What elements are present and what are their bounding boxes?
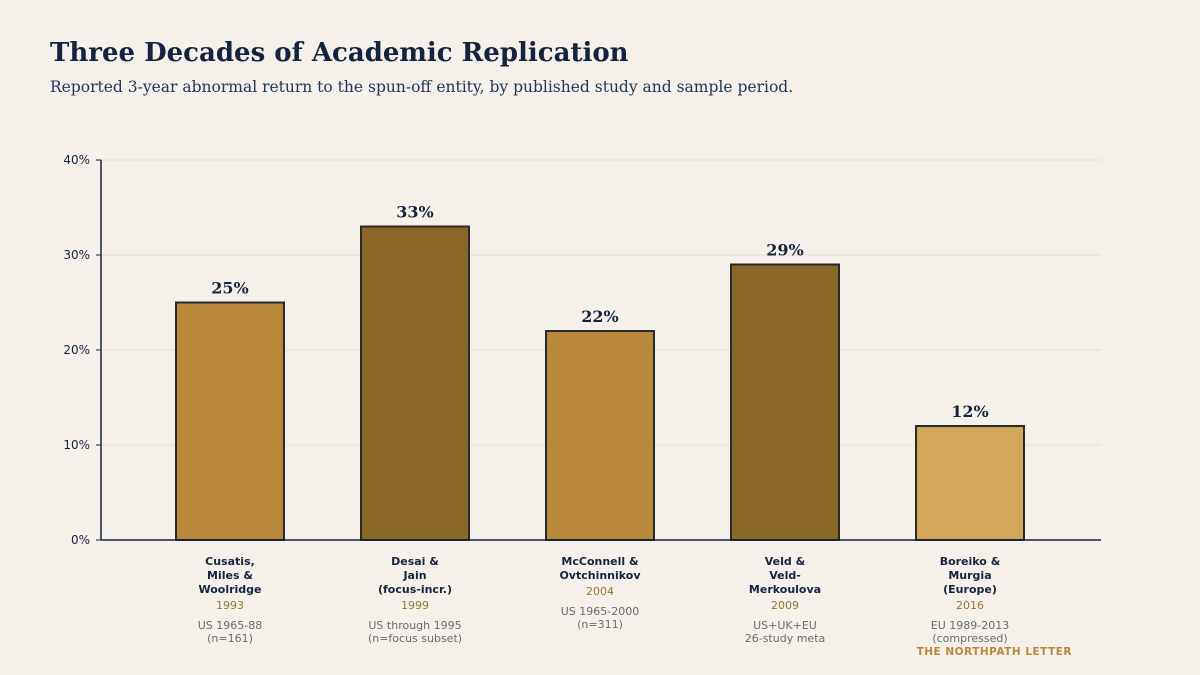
category-label: McConnell & Ovtchinnikov 2004 US 1965-2000…	[510, 555, 690, 631]
sample-period: US+UK+EU 26-study meta	[744, 619, 826, 645]
bar	[175, 301, 285, 541]
brand-label: THE NORTHPATH LETTER	[916, 646, 1072, 658]
sample-period: US through 1995 (n=focus subset)	[367, 619, 463, 645]
bar-value-label: 25%	[211, 279, 248, 298]
chart-subtitle: Reported 3-year abnormal return to the s…	[50, 78, 794, 96]
y-tick-label: 30%	[63, 248, 90, 262]
study-name: Veld & Veld- Merkoulova	[748, 555, 822, 596]
bar-value-label: 29%	[766, 241, 803, 260]
category-label: Desai & Jain (focus-incr.) 1999 US through…	[325, 555, 505, 645]
y-tick-label: 40%	[63, 153, 90, 167]
sample-period: US 1965-88 (n=161)	[197, 619, 263, 645]
study-name: Boreiko & Murgia (Europe)	[939, 555, 1001, 596]
study-name: Desai & Jain (focus-incr.)	[377, 555, 453, 596]
study-name: Cusatis, Miles & Woolridge	[198, 555, 262, 596]
category-label: Veld & Veld- Merkoulova 2009 US+UK+EU 26-s…	[695, 555, 875, 645]
bar	[915, 425, 1025, 541]
bar	[730, 263, 840, 541]
category-label: Cusatis, Miles & Woolridge 1993 US 1965-88…	[140, 555, 320, 645]
bar-value-label: 22%	[581, 307, 618, 326]
bar	[545, 330, 655, 541]
y-tick-label: 0%	[71, 533, 90, 547]
study-name: McConnell & Ovtchinnikov	[559, 555, 641, 582]
study-year: 2009	[771, 599, 799, 612]
study-year: 2016	[956, 599, 984, 612]
sample-period: EU 1989-2013 (compressed)	[930, 619, 1010, 645]
sample-period: US 1965-2000 (n=311)	[560, 605, 640, 631]
study-year: 1999	[401, 599, 429, 612]
study-year: 1993	[216, 599, 244, 612]
bar-value-label: 12%	[951, 402, 988, 421]
y-tick-label: 10%	[63, 438, 90, 452]
bar-value-label: 33%	[396, 203, 433, 222]
chart-title: Three Decades of Academic Replication	[50, 38, 629, 68]
y-tick-label: 20%	[63, 343, 90, 357]
study-year: 2004	[586, 585, 614, 598]
category-label: Boreiko & Murgia (Europe) 2016 EU 1989-201…	[880, 555, 1060, 645]
bar	[360, 225, 470, 541]
